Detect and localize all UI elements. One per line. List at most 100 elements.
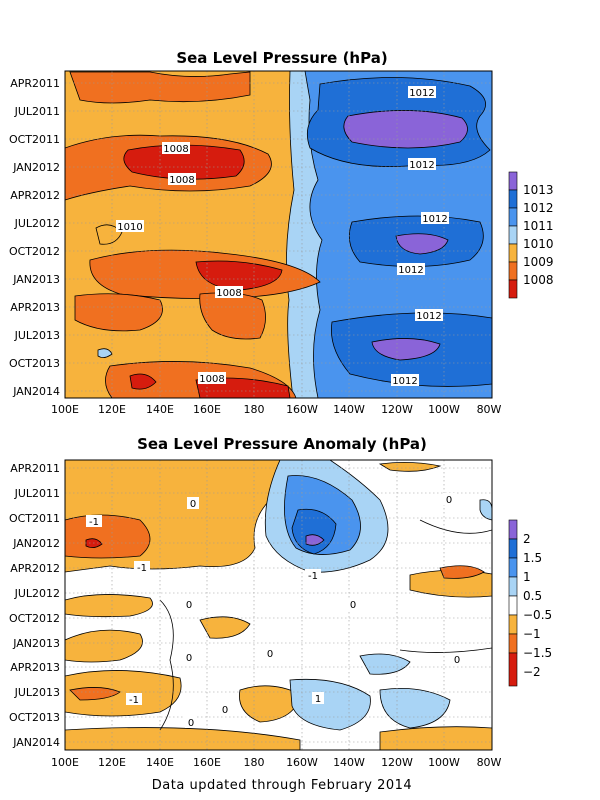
- contour-label: 1008: [162, 142, 190, 155]
- svg-text:0: 0: [350, 600, 356, 611]
- svg-text:0: 0: [454, 655, 460, 666]
- contour-label: 0: [185, 716, 197, 729]
- x-tick-label: 120W: [381, 403, 413, 416]
- svg-text:1008: 1008: [199, 374, 224, 385]
- colorbar-label: −1.5: [523, 646, 552, 660]
- anomaly-field: [65, 460, 492, 750]
- y-tick-label: JAN2013: [12, 637, 60, 650]
- svg-text:-1: -1: [89, 517, 99, 528]
- contour-label: -1: [126, 693, 142, 706]
- x-tick-label: 120E: [98, 403, 126, 416]
- anomaly-colorbar: 2 1.5 1 0.5 −0.5 −1 −1.5 −2: [508, 519, 552, 687]
- contour-label: 1: [312, 692, 324, 705]
- colorbar-swatch: [508, 652, 518, 687]
- contour-label: 0: [187, 497, 199, 510]
- colorbar-swatch: [508, 633, 518, 654]
- panel-slp-anomaly: Sea Level Pressure Anomaly (hPa): [9, 435, 552, 769]
- x-tick-label: 160W: [286, 756, 318, 769]
- y-tick-label: JUL2012: [14, 587, 60, 600]
- x-tick-label: 100W: [428, 756, 460, 769]
- colorbar-label: 2: [523, 532, 531, 546]
- y-tick-label: JAN2014: [12, 736, 60, 749]
- y-tick-label: APR2012: [10, 189, 60, 202]
- colorbar-swatch: [508, 189, 518, 209]
- svg-text:-1: -1: [308, 571, 318, 582]
- y-tick-label: JUL2013: [14, 686, 60, 699]
- svg-text:-1: -1: [137, 563, 147, 574]
- colorbar-swatch: [508, 243, 518, 263]
- x-tick-label: 160E: [193, 403, 221, 416]
- contour-label: -1: [305, 569, 321, 582]
- y-tick-label: OCT2013: [9, 357, 60, 370]
- svg-text:1012: 1012: [422, 214, 447, 225]
- colorbar-swatch: [508, 279, 518, 299]
- svg-text:1012: 1012: [409, 88, 434, 99]
- contour-label: 1012: [415, 309, 443, 322]
- field-neg-1-f: [239, 685, 301, 723]
- plot-frame: [64, 459, 493, 751]
- field-1009-spot: [95, 224, 123, 245]
- x-tick-label: 80W: [477, 403, 502, 416]
- field-neg-1p5-c: [439, 565, 485, 579]
- field-1010-spot: [97, 348, 113, 358]
- field-1007-g: [129, 373, 157, 390]
- colorbar-label: 1012: [523, 201, 554, 215]
- slp-contour-labels: 1012 1008 1008 1012 1010 1012 1012 1008 …: [116, 86, 449, 387]
- panel-slp: Sea Level Pressure (hPa): [9, 49, 554, 416]
- svg-text:0: 0: [186, 653, 192, 664]
- x-tick-label: 100E: [51, 403, 79, 416]
- y-tick-label: JUL2013: [14, 329, 60, 342]
- x-tick-label: 140W: [333, 756, 365, 769]
- slp-colorbar: 1013 1012 1011 1010 1009 1008: [508, 171, 554, 299]
- colorbar-swatch: [508, 557, 518, 578]
- contour-label: 0: [451, 653, 463, 666]
- svg-text:-1: -1: [129, 695, 139, 706]
- zero-contour: [159, 599, 174, 731]
- colorbar-label: −2: [523, 665, 541, 679]
- svg-text:1008: 1008: [216, 288, 241, 299]
- contour-label: -1: [134, 561, 150, 574]
- colorbar-label: −1: [523, 627, 541, 641]
- x-tick-label: 180: [244, 756, 265, 769]
- field-neg-1-g: [65, 727, 301, 750]
- contour-label: 1012: [397, 263, 425, 276]
- field-neg-1p5-b: [69, 687, 121, 701]
- svg-text:1008: 1008: [163, 144, 188, 155]
- y-tick-label: APR2013: [10, 661, 60, 674]
- y-tick-label: JAN2014: [12, 385, 60, 398]
- colorbar-label: 1009: [523, 255, 554, 269]
- svg-text:0: 0: [190, 499, 196, 510]
- chart-title: Sea Level Pressure (hPa): [176, 49, 387, 67]
- y-tick-label: JAN2012: [12, 161, 60, 174]
- colorbar-label: 1008: [523, 273, 554, 287]
- y-tick-label: APR2013: [10, 301, 60, 314]
- field-pos-0p5-d: [359, 653, 411, 675]
- contour-label: 0: [183, 651, 195, 664]
- colorbar-label: 1013: [523, 183, 554, 197]
- contour-label: 1012: [408, 158, 436, 171]
- y-tick-label: JUL2011: [14, 105, 60, 118]
- contour-label: 1012: [391, 374, 419, 387]
- field-neg-1-c: [65, 629, 143, 663]
- slp-y-ticks: APR2011 JUL2011 OCT2011 JAN2012 APR2012 …: [9, 77, 60, 398]
- contour-label: 0: [443, 493, 455, 506]
- contour-label: 1008: [168, 173, 196, 186]
- contour-label: 0: [183, 598, 195, 611]
- field-pos-2: [305, 534, 325, 546]
- colorbar-label: 0.5: [523, 589, 542, 603]
- y-tick-label: JUL2012: [14, 217, 60, 230]
- svg-text:1: 1: [315, 694, 321, 705]
- contour-label: 1012: [408, 86, 436, 99]
- x-tick-label: 100E: [51, 756, 79, 769]
- anomaly-contour-labels: -1 -1 0 -1 0 0 0 0 0 0 1 -1 0 0: [86, 493, 463, 729]
- contour-label: 0: [347, 598, 359, 611]
- svg-text:0: 0: [188, 718, 194, 729]
- zero-contour: [399, 647, 492, 653]
- y-tick-label: OCT2011: [9, 512, 60, 525]
- y-tick-label: OCT2012: [9, 612, 60, 625]
- y-tick-label: APR2011: [10, 77, 60, 90]
- field-neg-1p5-a: [65, 514, 151, 559]
- field-1008-d: [199, 292, 266, 340]
- slp-gridlines: [65, 71, 492, 398]
